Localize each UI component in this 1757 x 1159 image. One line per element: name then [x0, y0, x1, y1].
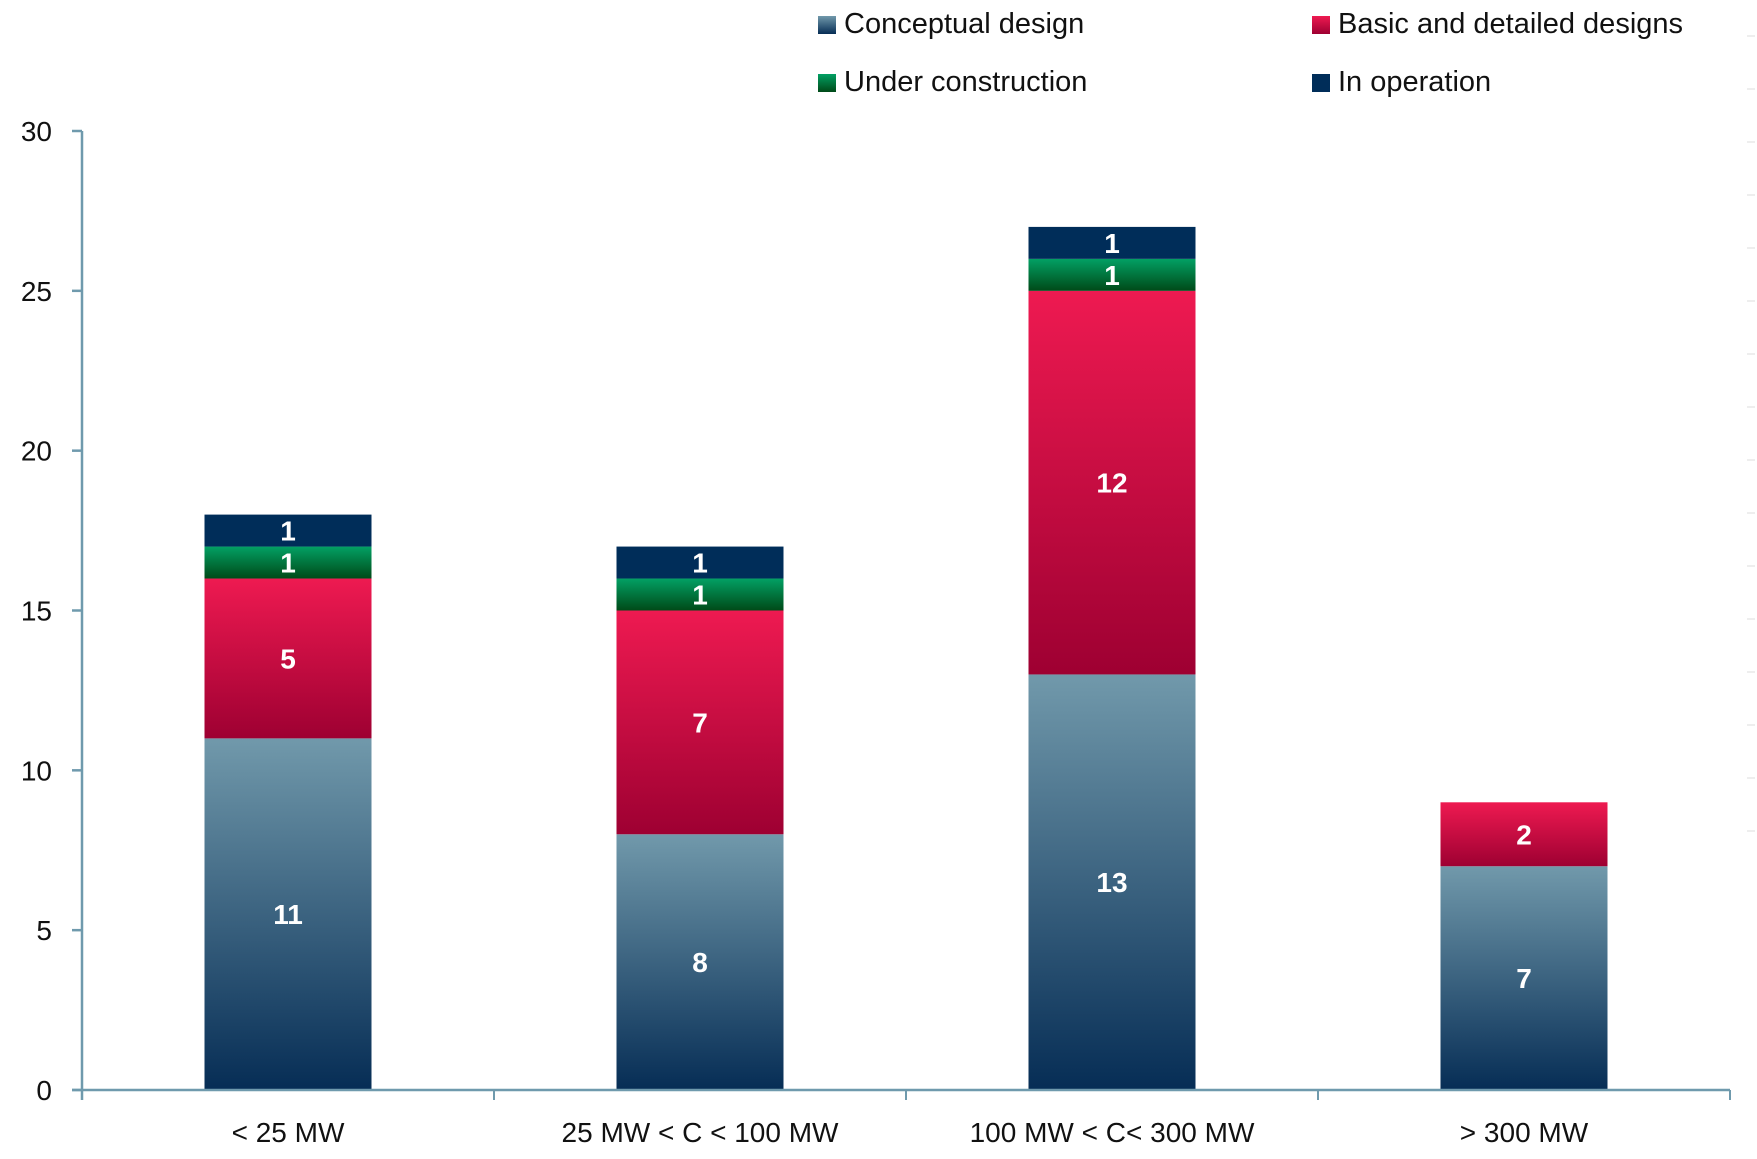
legend-swatch-in-operation: [1312, 73, 1330, 92]
data-label: 2: [1516, 819, 1532, 850]
bar-segment-basic-and-detailed-designs-2: [1028, 290, 1196, 675]
bar-segment-in-operation-1: [616, 546, 784, 579]
legend-swatch-basic-detailed: [1312, 15, 1330, 34]
legend-label: Conceptual design: [844, 8, 1085, 40]
data-label: 1: [280, 516, 296, 547]
data-label: 1: [1104, 228, 1120, 259]
legend-label: In operation: [1338, 66, 1492, 98]
data-label: 1: [692, 580, 708, 611]
data-label: 1: [692, 548, 708, 579]
bar-segment-conceptual-design-2: [1028, 674, 1196, 1090]
chart-legend: Conceptual design Basic and detailed des…: [818, 8, 1718, 118]
y-tick-label: 5: [36, 915, 52, 946]
bar-segment-basic-and-detailed-designs-1: [616, 610, 784, 835]
legend-swatch-conceptual-design: [818, 15, 836, 34]
bar-segment-conceptual-design-1: [616, 834, 784, 1090]
x-tick-label: > 300 MW: [1460, 1117, 1589, 1148]
data-label: 1: [280, 548, 296, 579]
bar-segment-basic-and-detailed-designs-3: [1440, 802, 1608, 867]
data-label: 11: [273, 899, 303, 930]
y-tick-label: 10: [21, 755, 52, 786]
bar-segment-conceptual-design-3: [1440, 866, 1608, 1090]
bar-segment-under-construction-1: [616, 578, 784, 611]
x-tick-label: 100 MW < C< 300 MW: [970, 1117, 1255, 1148]
y-tick-label: 0: [36, 1075, 52, 1106]
bar-segment-in-operation-0: [204, 514, 372, 547]
legend-swatch-under-construction: [818, 73, 836, 92]
data-label: 7: [692, 707, 708, 738]
bar-segment-under-construction-0: [204, 546, 372, 579]
data-label: 5: [280, 643, 296, 674]
legend-item-in-operation: In operation: [1312, 66, 1491, 99]
x-tick-label: < 25 MW: [232, 1117, 345, 1148]
bar-segment-in-operation-2: [1028, 226, 1196, 259]
legend-label: Basic and detailed designs: [1338, 8, 1684, 40]
legend-item-conceptual-design: Conceptual design: [818, 8, 1084, 41]
x-tick-label: 25 MW < C < 100 MW: [562, 1117, 840, 1148]
legend-label: Under construction: [844, 66, 1088, 98]
y-tick-label: 30: [21, 116, 52, 147]
data-label: 12: [1096, 468, 1127, 499]
legend-item-under-construction: Under construction: [818, 66, 1087, 99]
bar-segment-conceptual-design-0: [204, 738, 372, 1090]
y-tick-label: 15: [21, 596, 52, 627]
y-tick-label: 20: [21, 436, 52, 467]
data-label: 8: [692, 947, 708, 978]
legend-item-basic-detailed: Basic and detailed designs: [1312, 8, 1683, 41]
data-label: 1: [1104, 260, 1120, 291]
bar-segment-basic-and-detailed-designs-0: [204, 578, 372, 739]
data-label: 13: [1096, 867, 1127, 898]
data-label: 7: [1516, 963, 1532, 994]
bar-segment-under-construction-2: [1028, 258, 1196, 291]
y-tick-label: 25: [21, 276, 52, 307]
